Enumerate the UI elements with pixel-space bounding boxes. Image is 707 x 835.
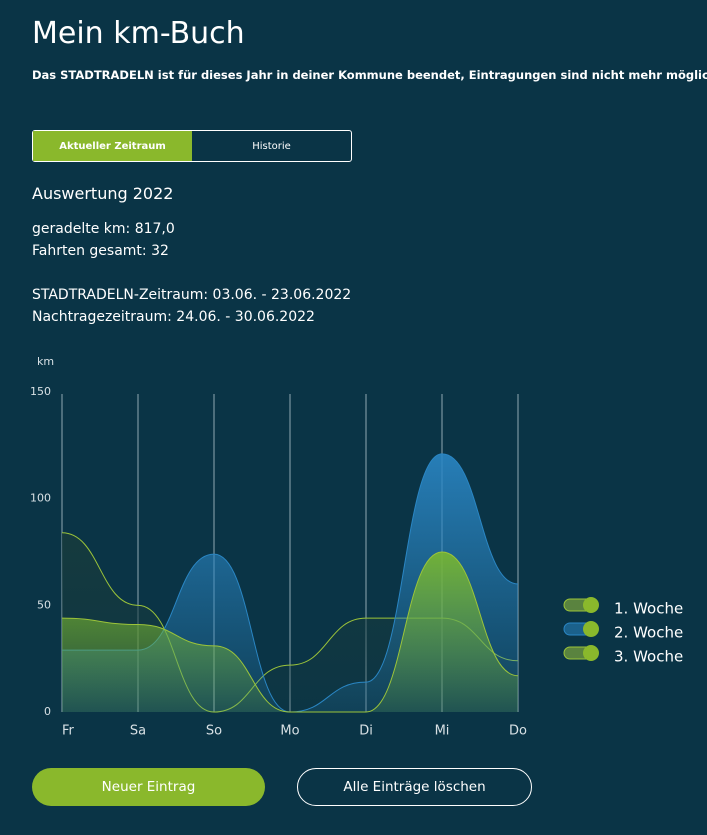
line — [61, 551, 519, 713]
legend-knob — [583, 597, 599, 613]
legend-label: 3. Woche — [614, 648, 683, 666]
x-tick-label: Mi — [435, 724, 450, 739]
summary-heading: Auswertung 2022 — [32, 184, 174, 203]
summary-line: geradelte km: 817,0 — [32, 221, 175, 237]
y-tick-label: 100 — [30, 492, 51, 505]
y-tick-label: 50 — [37, 598, 51, 611]
tab[interactable]: Historie — [252, 140, 291, 152]
legend-label: 2. Woche — [614, 624, 683, 642]
x-tick-label: Fr — [62, 724, 75, 739]
x-tick-label: Sa — [130, 724, 146, 739]
x-tick-label: Do — [509, 724, 527, 739]
summary-line: Nachtragezeitraum: 24.06. - 30.06.2022 — [32, 309, 315, 325]
x-tick-label: Di — [359, 724, 373, 739]
notice: Das STADTRADELN ist für dieses Jahr in d… — [32, 68, 707, 82]
y-tick-label: 0 — [44, 705, 51, 718]
legend-knob — [583, 645, 599, 661]
legend-label: 1. Woche — [614, 600, 683, 618]
page-title: Mein km-Buch — [32, 16, 245, 51]
y-tick-label: 150 — [30, 385, 51, 398]
tab[interactable]: Aktueller Zeitraum — [33, 131, 192, 161]
button[interactable]: Alle Einträge löschen — [297, 768, 532, 806]
y-axis-label: km — [37, 355, 54, 368]
x-tick-label: Mo — [280, 724, 299, 739]
tabs: Aktueller Zeitraum Historie — [32, 130, 352, 162]
area — [62, 552, 518, 712]
x-tick-label: So — [206, 724, 222, 739]
legend-knob — [583, 621, 599, 637]
summary-line: STADTRADELN-Zeitraum: 03.06. - 23.06.202… — [32, 287, 352, 303]
summary-line: Fahrten gesamt: 32 — [32, 243, 169, 259]
button[interactable]: Neuer Eintrag — [32, 768, 265, 806]
